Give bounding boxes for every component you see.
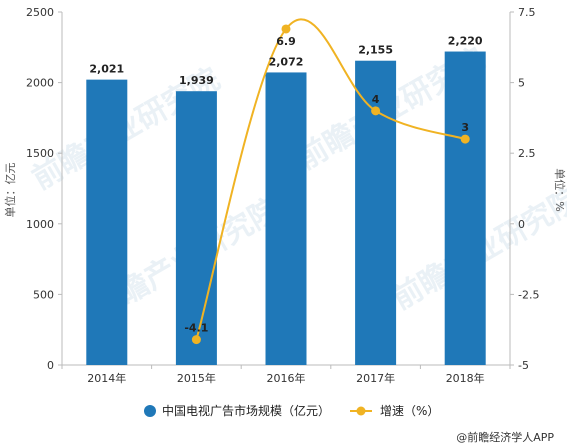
x-tick-label: 2018年 [446, 371, 485, 385]
y2-tick-label: -2.5 [518, 288, 539, 301]
growth-point [371, 106, 381, 116]
legend-line-dot [356, 406, 366, 416]
bar-value-label: 2,021 [89, 63, 124, 76]
bar [444, 51, 486, 365]
bar-series [86, 51, 486, 366]
bar-value-label: 2,072 [269, 55, 304, 68]
source-credit: @前瞻经济学人APP [456, 430, 554, 444]
bar [265, 72, 307, 366]
axes: 0 500 1000 1500 2000 2500 -5 -2.5 0 2.5 5 7.5 2014年 2… [26, 6, 539, 385]
data-labels: 2,021 1,939 2,072 2,155 2,220 -4.1 6.9 4 3 [89, 35, 483, 335]
growth-point [460, 134, 470, 144]
legend-line-label: 增速（%） [380, 404, 439, 418]
growth-value-label: -4.1 [184, 322, 208, 335]
y2-tick-label: 2.5 [518, 147, 536, 160]
y-tick-label: 2500 [26, 6, 54, 19]
y2-tick-label: 0 [518, 218, 525, 231]
legend: 中国电视广告市场规模（亿元） 增速（%） [144, 403, 439, 418]
growth-value-label: 4 [372, 93, 380, 106]
bar [86, 79, 128, 365]
y2-tick-label: -5 [518, 359, 529, 372]
growth-point [281, 24, 291, 34]
y2-tick-label: 5 [518, 77, 525, 90]
y-tick-label: 1000 [26, 218, 54, 231]
growth-line [195, 18, 466, 340]
legend-bar-label: 中国电视广告市场规模（亿元） [162, 403, 330, 418]
y2-tick-label: 7.5 [518, 6, 536, 19]
y-tick-label: 500 [33, 288, 54, 301]
y2-axis-title: 单位：% [553, 168, 567, 211]
bar-value-label: 1,939 [179, 74, 214, 87]
x-tick-label: 2016年 [267, 371, 306, 385]
y-tick-label: 0 [47, 359, 54, 372]
bar-value-label: 2,220 [448, 35, 483, 48]
y-tick-label: 1500 [26, 147, 54, 160]
bar-value-label: 2,155 [358, 44, 393, 57]
growth-line-series [191, 18, 470, 345]
y-tick-label: 2000 [26, 77, 54, 90]
growth-value-label: 6.9 [276, 35, 296, 48]
bar [175, 91, 217, 366]
growth-value-label: 3 [461, 121, 469, 134]
legend-bar-marker [144, 405, 156, 417]
growth-point [191, 335, 201, 345]
x-tick-label: 2015年 [177, 371, 216, 385]
y-axis-title: 单位：亿元 [3, 163, 17, 218]
x-tick-label: 2017年 [356, 371, 395, 385]
x-tick-label: 2014年 [87, 371, 126, 385]
